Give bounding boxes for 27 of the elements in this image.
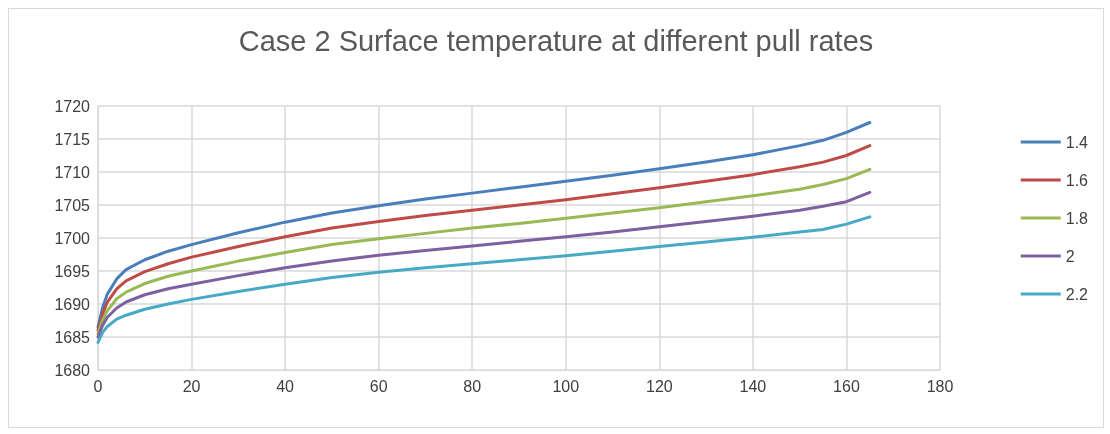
legend-label: 1.6 — [1065, 171, 1089, 189]
x-tick-label: 180 — [926, 377, 954, 395]
x-tick-label: 140 — [739, 377, 767, 395]
legend-label: 2 — [1065, 247, 1075, 265]
legend-label: 1.8 — [1065, 209, 1089, 227]
x-tick-label: 80 — [463, 377, 482, 395]
y-tick-label: 1720 — [54, 97, 91, 115]
line-series — [96, 215, 872, 344]
legend-label: 2.2 — [1065, 285, 1089, 303]
y-tick-label: 1700 — [54, 229, 91, 247]
x-tick-label: 20 — [182, 377, 201, 395]
y-tick-label: 1690 — [54, 295, 91, 313]
legend-label: 1.4 — [1065, 133, 1089, 151]
y-tick-label: 1715 — [54, 130, 91, 148]
x-tick-label: 100 — [552, 377, 580, 395]
x-tick-label: 60 — [369, 377, 388, 395]
x-tick-label: 160 — [833, 377, 860, 395]
line-series — [96, 190, 872, 339]
y-tick-label: 1710 — [54, 163, 91, 181]
chart-title: Case 2 Surface temperature at different pull rates — [238, 24, 874, 57]
y-tick-label: 1685 — [54, 328, 91, 346]
x-tick-label: 0 — [93, 377, 103, 395]
y-tick-label: 1695 — [54, 262, 91, 280]
y-tick-label: 1705 — [54, 196, 91, 214]
x-tick-label: 120 — [645, 377, 673, 395]
y-tick-label: 1680 — [54, 361, 91, 379]
x-tick-label: 40 — [276, 377, 295, 395]
